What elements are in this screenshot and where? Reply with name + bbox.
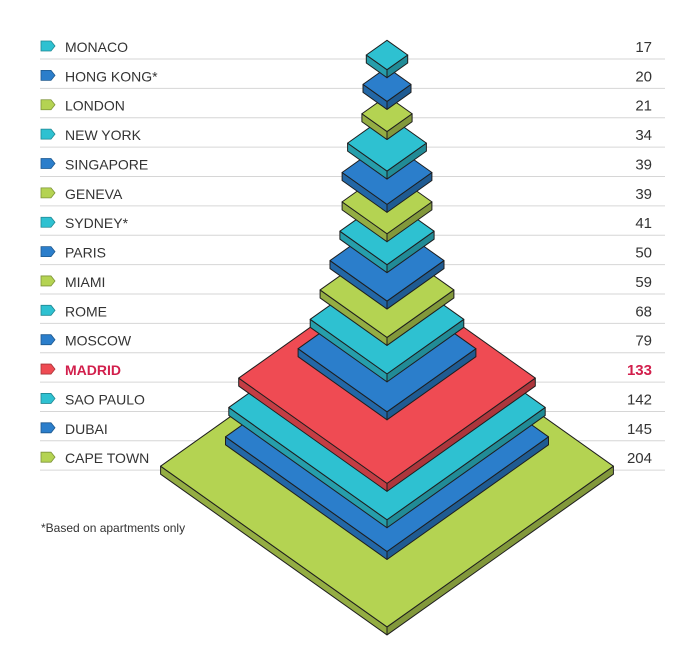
category-label: LONDON (65, 98, 125, 114)
diamond-hong-kong (362, 66, 412, 110)
category-label: ROME (65, 303, 107, 319)
category-label: MADRID (65, 362, 121, 378)
value-label: 133 (627, 362, 652, 379)
diamond-top (365, 39, 409, 71)
value-label: 20 (635, 68, 652, 85)
footnote: *Based on apartments only (41, 521, 186, 535)
value-label: 21 (635, 98, 652, 115)
value-label: 50 (635, 245, 652, 262)
legend-tag-icon (40, 304, 56, 316)
category-label: MONACO (65, 39, 128, 55)
diamond-monaco (365, 39, 409, 79)
category-label: GENEVA (65, 186, 123, 202)
legend-tag-icon (40, 422, 56, 434)
legend-tag-icon (40, 99, 56, 111)
value-label: 39 (635, 156, 652, 173)
category-label: CAPE TOWN (65, 450, 149, 466)
value-label: 39 (635, 186, 652, 203)
value-label: 41 (635, 215, 652, 232)
value-label: 59 (635, 274, 652, 291)
value-label: 145 (627, 421, 652, 438)
category-label: PARIS (65, 245, 106, 261)
category-label: SYDNEY* (65, 215, 129, 231)
diamond-top (362, 66, 412, 102)
diamond-new-york (347, 114, 427, 180)
legend-tag-icon (40, 158, 56, 169)
legend-tag-icon (40, 40, 56, 52)
diamond-london (361, 95, 413, 141)
legend-tag-icon (40, 275, 56, 287)
legend-tag-icon (40, 334, 56, 346)
value-label: 17 (635, 39, 652, 56)
category-label: NEW YORK (65, 127, 142, 143)
diamond-top (347, 114, 427, 172)
category-label: SAO PAULO (65, 391, 145, 407)
legend-tag-icon (40, 128, 56, 140)
value-label: 79 (635, 333, 652, 350)
value-label: 142 (627, 391, 652, 408)
category-label: SINGAPORE (65, 156, 148, 172)
category-label: MIAMI (65, 274, 105, 290)
legend-tag-icon (40, 451, 56, 463)
value-label: 34 (635, 127, 652, 144)
legend-tag-icon (40, 363, 56, 375)
legend-tag-icon (40, 69, 56, 81)
diamond-top (361, 95, 413, 133)
legend-tag-icon (40, 393, 56, 404)
value-label: 204 (627, 450, 652, 467)
value-label: 68 (635, 303, 652, 320)
category-label: HONG KONG* (65, 68, 158, 84)
category-label: DUBAI (65, 421, 108, 437)
legend-tag-icon (40, 246, 56, 257)
legend-tag-icon (40, 216, 56, 228)
category-label: MOSCOW (65, 333, 132, 349)
legend-tag-icon (40, 187, 56, 199)
